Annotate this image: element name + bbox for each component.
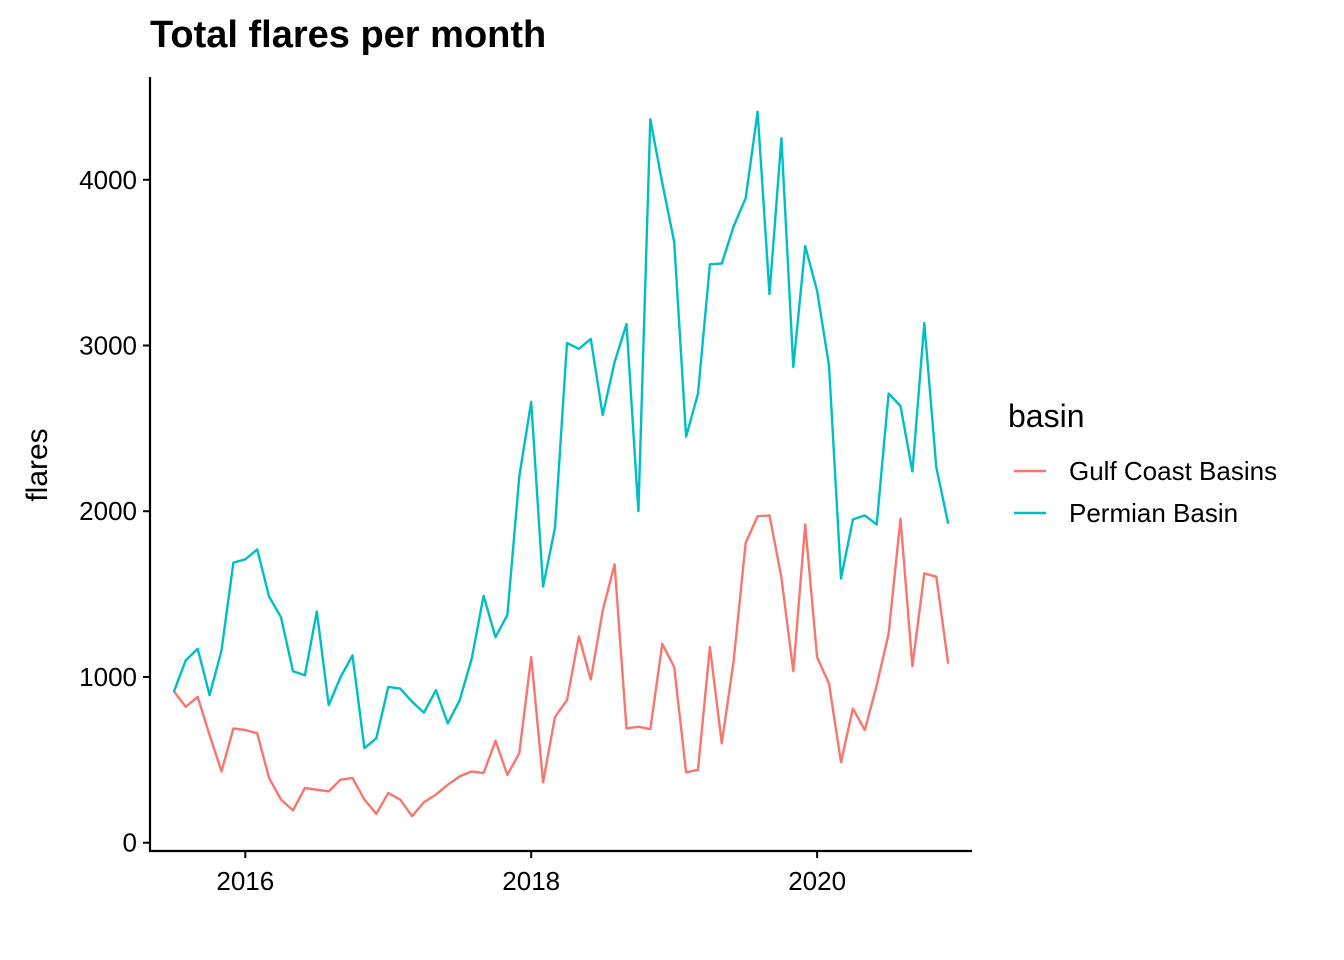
legend-item-gulf-coast-basins: Gulf Coast Basins [1014, 456, 1277, 486]
series-layer [172, 110, 950, 818]
y-axis: 0 1000 2000 3000 4000 [79, 77, 152, 858]
legend-label: Gulf Coast Basins [1069, 456, 1277, 486]
chart-title: Total flares per month [150, 14, 547, 56]
y-tick-label: 2000 [79, 496, 137, 526]
y-tick-label: 0 [123, 828, 137, 858]
y-tick-label: 4000 [79, 165, 137, 195]
legend: basin Gulf Coast Basins Permian Basin [1008, 398, 1277, 528]
x-axis: 2016 2018 2020 [149, 849, 972, 896]
legend-item-permian-basin: Permian Basin [1014, 498, 1238, 528]
x-tick-label: 2016 [216, 866, 274, 896]
y-tick-label: 1000 [79, 662, 137, 692]
y-tick-label: 3000 [79, 330, 137, 360]
y-axis-title: flares [21, 428, 54, 501]
series-line-permian-basin [172, 110, 950, 750]
x-tick-label: 2020 [788, 866, 846, 896]
series-line-gulf-coast-basins [172, 514, 950, 818]
x-tick-label: 2018 [502, 866, 560, 896]
legend-title: basin [1008, 398, 1085, 434]
legend-label: Permian Basin [1069, 498, 1238, 528]
